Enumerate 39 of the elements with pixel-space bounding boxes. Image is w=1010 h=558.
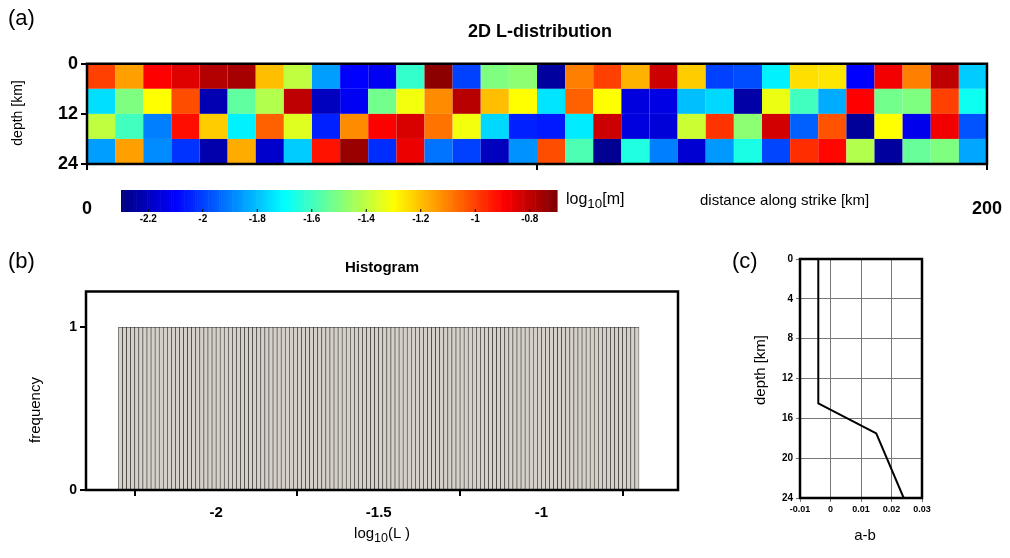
y-tick-label: 12 [57,102,78,123]
x-tick-label: -1 [534,503,549,521]
text: (c) [732,248,758,274]
color-bar-label: -1.8 [248,212,267,224]
y-tick-label: 24 [781,491,794,503]
y-tick-label: 20 [781,451,794,463]
color-bar-label: -1.2 [412,212,430,224]
y-tick-label: 4 [787,292,794,304]
y-tick-label: 0 [69,480,78,497]
y-tick-label: 0 [787,252,794,264]
x-tick-label: 0.03 [913,503,931,514]
color-bar-title: log$_{10}$[m] [566,190,625,212]
chart-title: Histogram [344,258,420,276]
color-bar-label: -2.2 [139,212,158,224]
x-tick-label: -0.01 [789,503,811,514]
y-tick-label: 0 [67,52,78,73]
text: (b) [8,248,35,274]
x-tick-label: 0.01 [852,503,870,514]
y-axis-title: depth [km] [750,334,769,406]
y-axis-title: frequency [25,377,44,443]
color-bar-label: -1.4 [357,212,376,224]
y-tick-label: 1 [69,318,78,335]
text: (a) [8,5,35,31]
x-axis-title: distance along strike [km] [700,191,870,209]
y-tick-label: 24 [57,152,78,173]
x-tick-label: 0.02 [882,503,901,514]
chart-title: 2D L-distribution [468,21,612,42]
y-axis-title: depth [km] [9,80,26,146]
color-bar-label: -1.6 [303,212,321,224]
x-axis-title: a-b [854,526,876,544]
color-bar-label: -0.8 [521,212,539,224]
x-tick-label: -1.5 [365,503,392,521]
y-tick-label: 16 [781,412,794,424]
x-axis-title: log$_{10}$(L ) [354,524,410,546]
y-tick-label: 12 [781,372,794,384]
y-tick-label: 8 [787,332,794,344]
x-tick-label: 200 [971,197,1003,218]
x-tick-label: -2 [209,503,223,521]
x-tick-label: 0 [827,503,834,514]
